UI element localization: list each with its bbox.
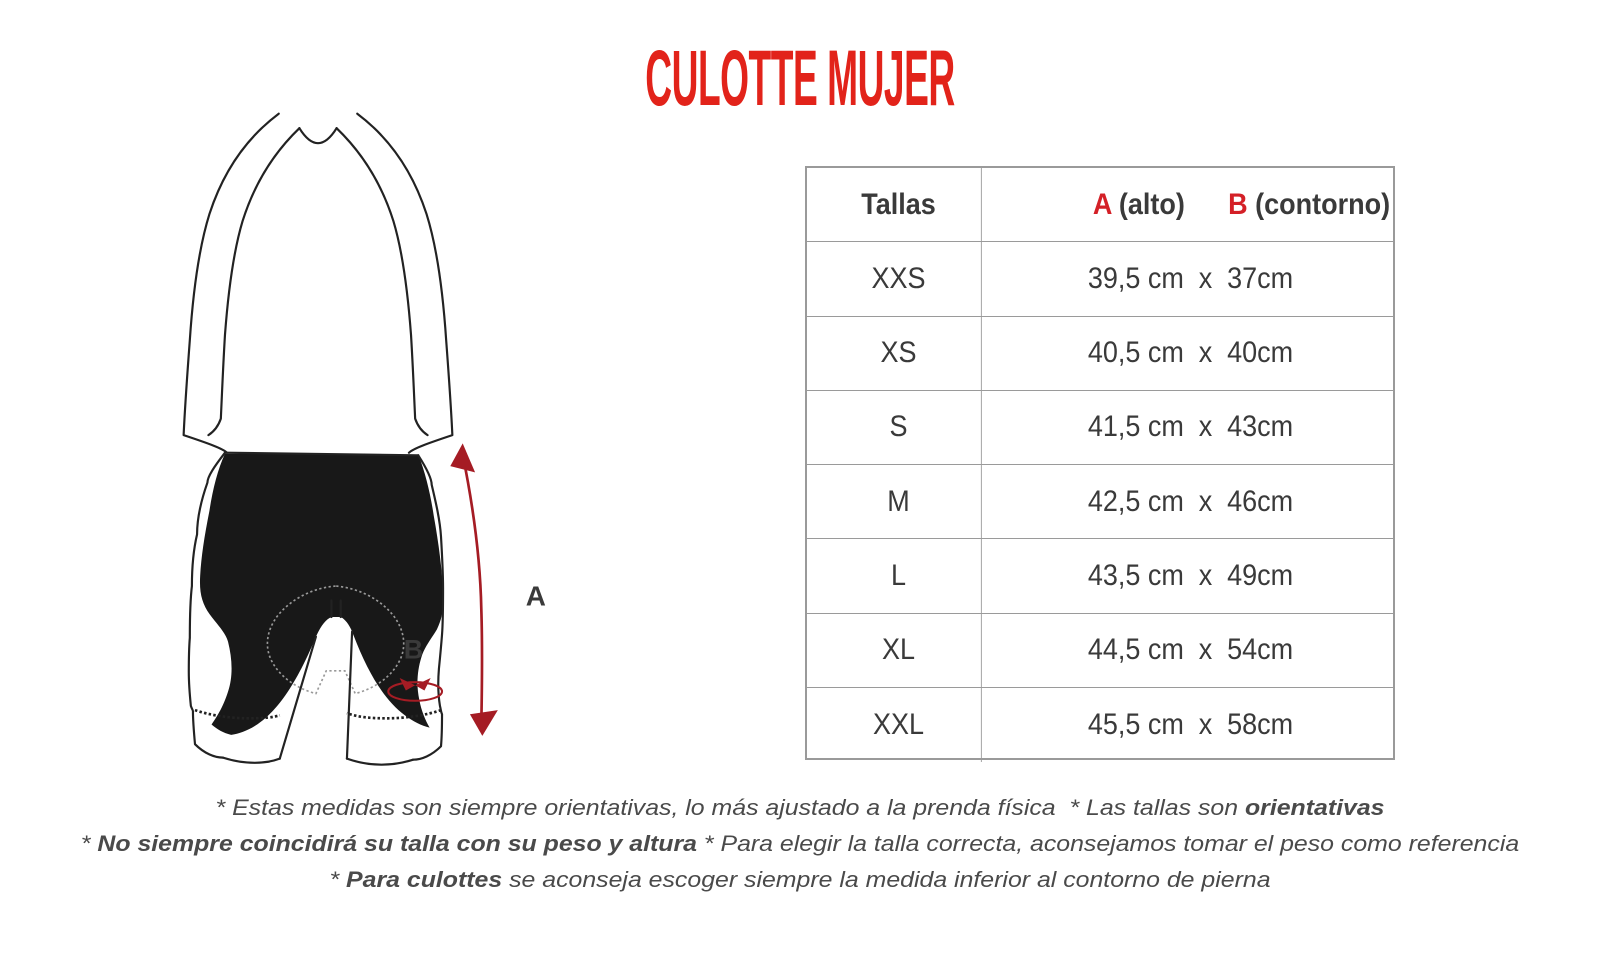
svg-text:B: B — [404, 634, 423, 664]
svg-text:A: A — [526, 581, 546, 612]
